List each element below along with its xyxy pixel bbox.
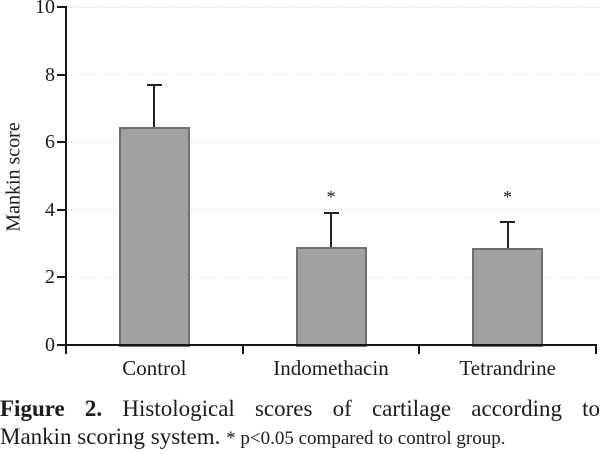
figure-caption: Figure 2. Histological scores of cartila… [0, 395, 600, 453]
y-tick-10 [57, 6, 66, 8]
gridline-y8 [68, 74, 600, 76]
caption-line-1: Figure 2. Histological scores of cartila… [0, 395, 600, 423]
y-tick-8 [57, 73, 66, 76]
x-tick-3 [595, 345, 597, 354]
error-bar-stem-indomethacin [330, 213, 332, 247]
x-tick-1 [241, 345, 244, 354]
error-bar-cap-tetrandrine [500, 220, 516, 223]
x-category-label-indomethacin: Indomethacin [273, 356, 389, 380]
error-bar-stem-control [153, 84, 156, 127]
y-axis-line [65, 6, 67, 346]
x-category-label-control: Control [122, 356, 187, 380]
x-tick-0 [65, 345, 67, 354]
caption-text-line1: Histological scores of cartilage accordi… [122, 396, 600, 421]
y-tick-0 [57, 344, 66, 346]
x-category-label-tetrandrine: Tetrandrine [459, 356, 556, 380]
y-tick-4 [57, 208, 66, 211]
y-tick-label-0: 0 [45, 334, 55, 356]
caption-significance-note: * p<0.05 compared to control group. [226, 428, 506, 449]
bar-indomethacin [295, 246, 367, 347]
y-tick-label-6: 6 [45, 131, 55, 154]
x-tick-2 [418, 345, 421, 354]
y-axis-title: Mankin score [2, 122, 25, 232]
bar-tetrandrine [472, 247, 544, 347]
bar-control [118, 126, 190, 347]
y-tick-label-8: 8 [45, 63, 55, 86]
error-bar-cap-indomethacin [323, 212, 339, 215]
y-tick-label-10: 10 [35, 0, 55, 18]
y-tick-label-4: 4 [45, 198, 55, 221]
figure-number-label: Figure 2. [0, 396, 103, 421]
error-bar-stem-tetrandrine [506, 221, 509, 248]
y-tick-label-2: 2 [45, 266, 55, 289]
y-tick-2 [57, 276, 66, 279]
error-bar-cap-control [146, 83, 162, 86]
x-axis-line [65, 344, 597, 346]
significance-asterisk-tetrandrine: * [503, 186, 513, 207]
gridline-y6 [68, 141, 600, 143]
significance-asterisk-indomethacin: * [326, 186, 336, 207]
gridline-y4 [68, 209, 600, 211]
y-tick-6 [57, 141, 66, 144]
caption-text-line2: Mankin scoring system. [0, 424, 221, 449]
gridline-y10 [68, 6, 600, 8]
bar-chart: 0 2 4 6 8 10 Control * Indomethacin * Tetrandrine… [2, 0, 600, 380]
caption-line-2: Mankin scoring system. * p<0.05 compared… [0, 423, 600, 453]
